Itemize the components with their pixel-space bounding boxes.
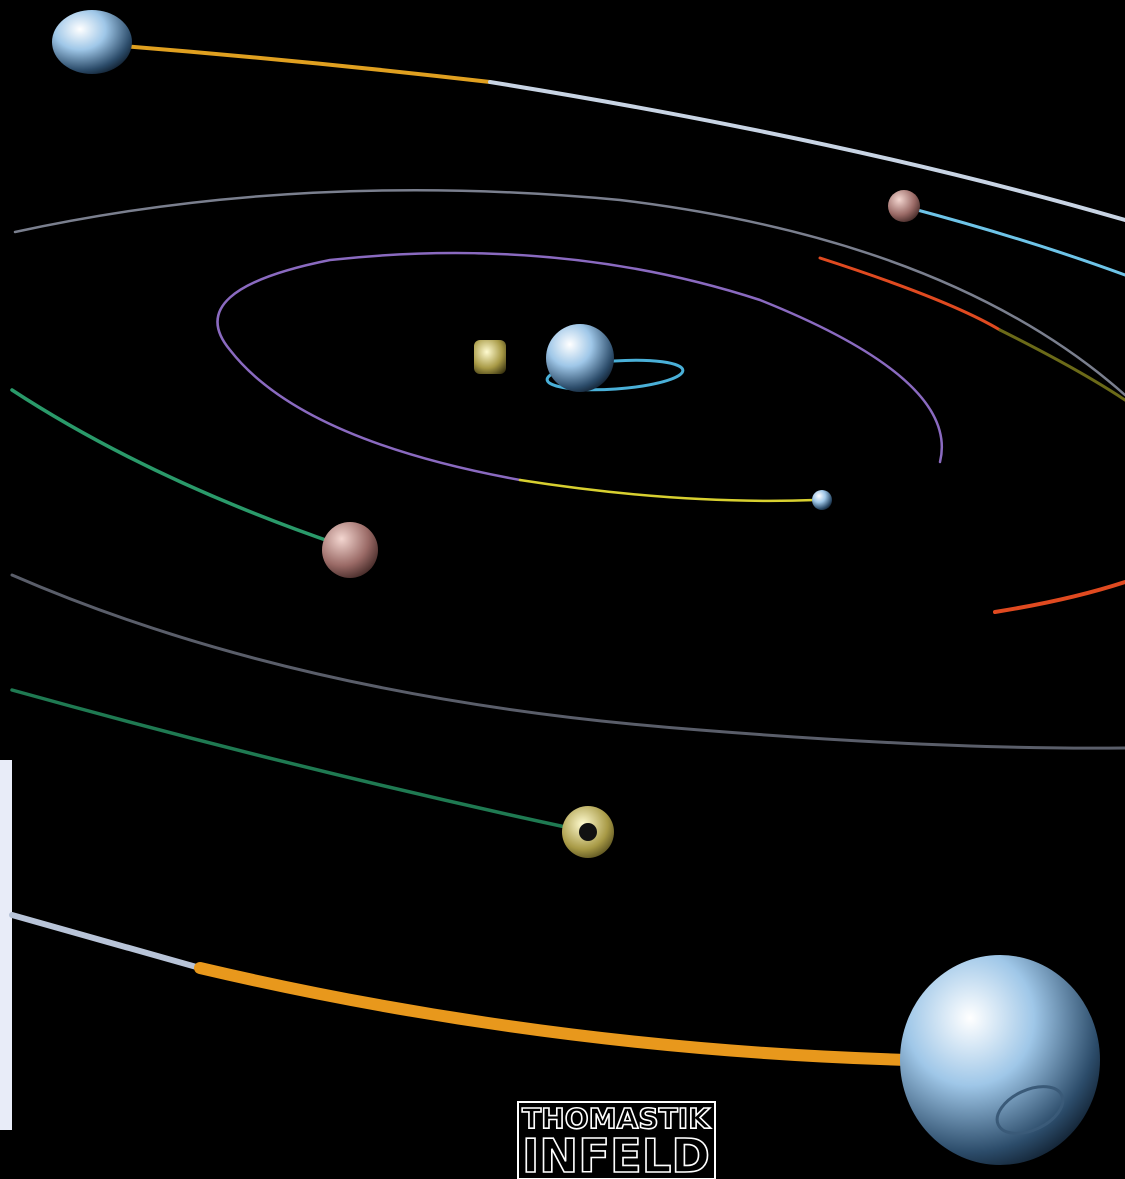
page: THOMASTIK INFELD (() => { const data = J…: [0, 0, 1125, 1179]
logo-line: INFELD: [522, 1129, 710, 1179]
ball-end: [888, 190, 920, 222]
ball-end: [474, 340, 506, 374]
ball-end: [900, 955, 1100, 1165]
ball-end: [812, 490, 832, 510]
ball-end: [579, 823, 597, 841]
ball-end: [52, 10, 132, 74]
string-orbits-artwork: THOMASTIK INFELD: [0, 0, 1125, 1179]
ball-end: [546, 324, 614, 392]
edge-strip: [0, 760, 12, 1130]
logo: THOMASTIK INFELD: [518, 1102, 715, 1179]
ball-end: [322, 522, 378, 578]
